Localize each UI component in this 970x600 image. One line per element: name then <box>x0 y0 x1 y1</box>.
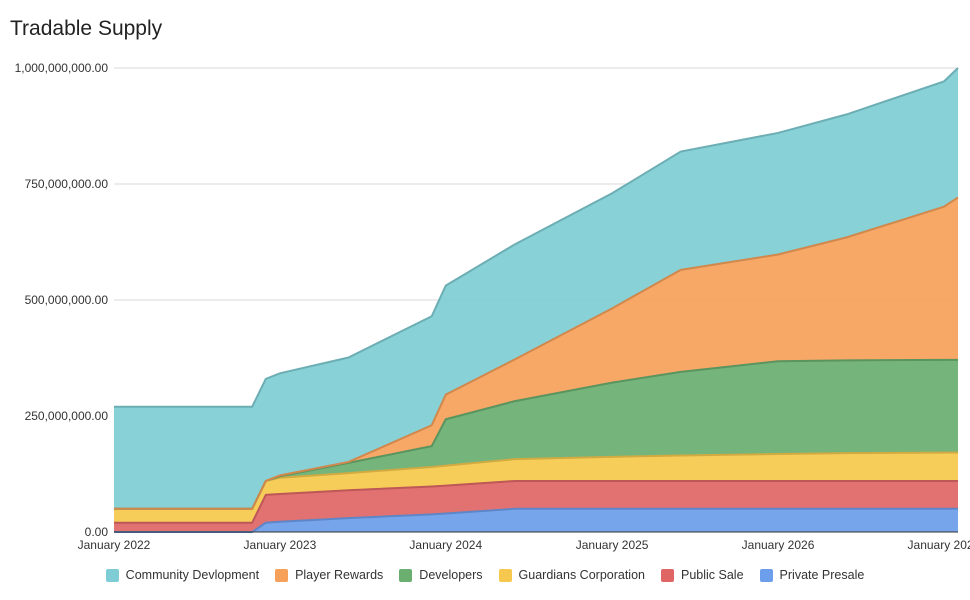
legend-label: Developers <box>419 568 483 582</box>
legend-item: Private Presale <box>759 568 865 582</box>
legend-item: Public Sale <box>661 568 744 582</box>
area-community-devlopment <box>114 68 958 509</box>
legend-item: Community Devlopment <box>105 568 260 582</box>
y-tick-label: 250,000,000.00 <box>25 409 109 423</box>
stacked-area-chart: 0.00 250,000,000.00 500,000,000.00 750,000,… <box>15 61 970 552</box>
legend-swatch <box>399 568 413 582</box>
x-tick-label: January 2022 <box>78 538 151 552</box>
legend-label: Player Rewards <box>295 568 384 582</box>
series-line-player-rewards <box>114 196 959 510</box>
legend-item: Player Rewards <box>275 568 383 582</box>
legend-swatch <box>498 568 512 582</box>
chart-legend: Community Devlopment Player Rewards Develo… <box>0 568 970 582</box>
x-tick-label: January 2023 <box>244 538 317 552</box>
legend-swatch <box>105 568 119 582</box>
legend-swatch <box>661 568 674 582</box>
x-tick-label: January 2026 <box>742 538 815 552</box>
y-tick-label: 750,000,000.00 <box>25 177 109 191</box>
chart-title: Tradable Supply <box>10 17 163 40</box>
area-developers <box>114 359 958 509</box>
legend-label: Community Devlopment <box>125 568 260 582</box>
series-line-public-sale <box>114 479 958 524</box>
area-player-rewards <box>114 197 958 509</box>
legend-swatch <box>275 568 289 582</box>
series-line-private-presale <box>114 507 958 533</box>
y-tick-label: 0.00 <box>85 525 109 539</box>
area-private-presale <box>114 508 958 532</box>
area-guardians-corporation <box>114 452 958 523</box>
legend-item: Guardians Corporation <box>498 568 645 582</box>
legend-label: Private Presale <box>779 568 865 582</box>
legend-swatch <box>759 568 773 582</box>
legend-item: Developers <box>399 568 483 582</box>
series-line-community-devlopment <box>114 67 959 408</box>
x-tick-label: January 2025 <box>576 538 649 552</box>
legend-label: Guardians Corporation <box>518 568 645 582</box>
y-tick-label: 500,000,000.00 <box>25 293 109 307</box>
y-tick-label: 1,000,000,000.00 <box>15 61 109 75</box>
x-tick-label: January 2027 <box>908 538 970 552</box>
legend-label: Public Sale <box>681 568 744 582</box>
x-tick-label: January 2024 <box>409 538 482 552</box>
